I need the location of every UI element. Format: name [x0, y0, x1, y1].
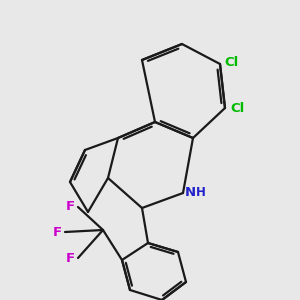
Text: H: H [196, 187, 206, 200]
Text: N: N [185, 187, 196, 200]
Text: F: F [66, 200, 75, 212]
Text: Cl: Cl [224, 56, 238, 70]
Text: F: F [53, 226, 62, 238]
Text: F: F [66, 253, 75, 266]
Text: Cl: Cl [230, 101, 244, 115]
